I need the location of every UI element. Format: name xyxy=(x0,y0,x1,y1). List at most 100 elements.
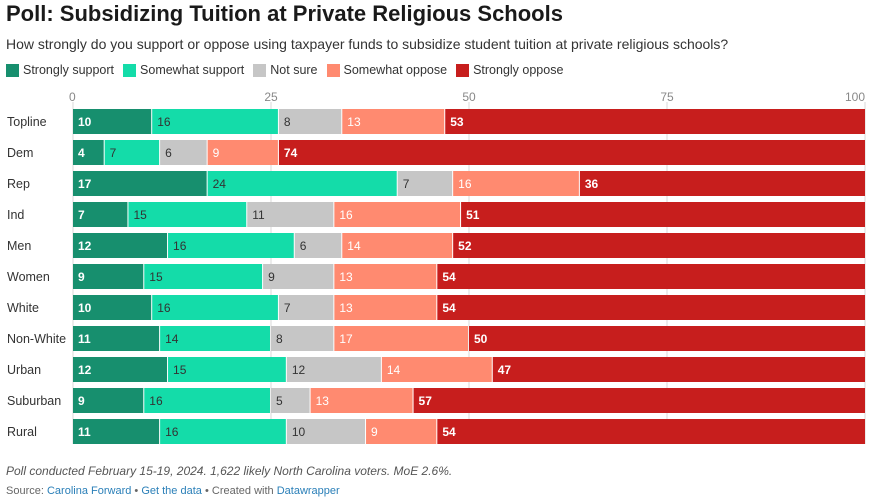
data-label-white-strongly-oppose: 54 xyxy=(442,301,456,315)
legend-swatch-somewhat-support xyxy=(123,63,137,77)
data-label-rural-somewhat-oppose: 9 xyxy=(371,425,378,439)
data-label-urban-not-sure: 12 xyxy=(292,363,306,377)
footer-note: Poll conducted February 15-19, 2024. 1,6… xyxy=(6,464,453,478)
category-label-dem: Dem xyxy=(7,146,33,160)
bar-rural-strongly-oppose xyxy=(437,419,865,444)
data-label-women-not-sure: 9 xyxy=(268,270,275,284)
bar-white-somewhat-support xyxy=(152,295,278,320)
category-label-white: White xyxy=(7,301,39,315)
bar-ind-strongly-oppose xyxy=(461,202,865,227)
get-data-link[interactable]: Get the data xyxy=(141,485,202,497)
data-label-dem-somewhat-support: 7 xyxy=(110,146,117,160)
bar-rep-strongly-oppose xyxy=(579,171,865,196)
legend-label-somewhat-oppose: Somewhat oppose xyxy=(343,63,448,77)
data-label-dem-strongly-oppose: 74 xyxy=(284,146,298,160)
bar-dem-somewhat-oppose xyxy=(207,140,278,165)
bar-women-strongly-oppose xyxy=(437,264,865,289)
data-label-rural-somewhat-support: 16 xyxy=(165,425,179,439)
bar-men-not-sure xyxy=(294,233,342,258)
category-label-suburban: Suburban xyxy=(7,394,61,408)
datawrapper-link[interactable]: Datawrapper xyxy=(276,485,340,497)
data-label-topline-strongly-oppose: 53 xyxy=(450,115,464,129)
bar-non-white-somewhat-support xyxy=(160,326,270,351)
data-label-non-white-strongly-support: 11 xyxy=(78,332,91,346)
data-label-dem-not-sure: 6 xyxy=(165,146,172,160)
bar-ind-not-sure xyxy=(247,202,334,227)
data-label-non-white-somewhat-oppose: 17 xyxy=(339,332,353,346)
data-label-non-white-not-sure: 8 xyxy=(276,332,283,346)
bar-rural-somewhat-oppose xyxy=(366,419,437,444)
data-label-non-white-somewhat-support: 14 xyxy=(165,332,179,346)
category-label-urban: Urban xyxy=(7,363,41,377)
x-tick-label-100: 100 xyxy=(845,90,865,104)
bar-topline-somewhat-oppose xyxy=(342,109,445,134)
separator-dot: • xyxy=(204,485,209,497)
legend-item-somewhat-support: Somewhat support xyxy=(123,63,244,77)
bar-suburban-not-sure xyxy=(271,388,310,413)
bar-non-white-not-sure xyxy=(271,326,334,351)
data-label-non-white-strongly-oppose: 50 xyxy=(474,332,488,346)
legend-item-strongly-oppose: Strongly oppose xyxy=(456,63,563,77)
data-label-dem-somewhat-oppose: 9 xyxy=(213,146,220,160)
bar-dem-not-sure xyxy=(160,140,207,165)
bar-ind-somewhat-support xyxy=(128,202,247,227)
category-label-non-white: Non-White xyxy=(7,332,66,346)
bar-dem-strongly-oppose xyxy=(278,140,865,165)
legend-swatch-not-sure xyxy=(253,63,267,77)
data-label-suburban-not-sure: 5 xyxy=(276,394,283,408)
category-label-women: Women xyxy=(7,270,50,284)
bar-women-somewhat-support xyxy=(144,264,263,289)
bar-rural-not-sure xyxy=(286,419,366,444)
legend-swatch-strongly-oppose xyxy=(456,63,470,77)
bar-dem-strongly-support xyxy=(73,140,104,165)
bar-women-strongly-support xyxy=(73,264,144,289)
bar-men-somewhat-oppose xyxy=(342,233,453,258)
bar-urban-somewhat-oppose xyxy=(381,357,492,382)
category-label-ind: Ind xyxy=(7,208,24,222)
legend-label-somewhat-support: Somewhat support xyxy=(140,63,245,77)
separator-dot: • xyxy=(134,485,139,497)
bar-suburban-strongly-support xyxy=(73,388,144,413)
data-label-ind-strongly-support: 7 xyxy=(78,208,85,222)
data-label-urban-strongly-oppose: 47 xyxy=(498,363,512,377)
data-label-women-somewhat-support: 15 xyxy=(149,270,163,284)
bar-dem-somewhat-support xyxy=(104,140,160,165)
x-tick-label-0: 0 xyxy=(69,90,76,104)
data-label-men-not-sure: 6 xyxy=(300,239,307,253)
data-label-ind-strongly-oppose: 51 xyxy=(466,208,480,222)
legend-swatch-strongly-support xyxy=(6,63,19,77)
data-label-suburban-strongly-oppose: 57 xyxy=(419,394,433,408)
data-label-rural-not-sure: 10 xyxy=(292,425,306,439)
category-label-men: Men xyxy=(7,239,31,253)
data-label-suburban-somewhat-oppose: 13 xyxy=(316,394,330,408)
bar-men-somewhat-support xyxy=(168,233,294,258)
data-label-urban-somewhat-oppose: 14 xyxy=(387,363,401,377)
legend-label-not-sure: Not sure xyxy=(270,63,318,77)
footer-source: Source: Carolina Forward • Get the data … xyxy=(6,485,340,497)
bar-rep-strongly-support xyxy=(73,171,207,196)
data-label-dem-strongly-support: 4 xyxy=(78,146,85,160)
legend-label-strongly-oppose: Strongly oppose xyxy=(473,63,564,77)
bar-urban-strongly-support xyxy=(73,357,168,382)
data-label-rural-strongly-support: 11 xyxy=(78,425,91,439)
bar-topline-somewhat-support xyxy=(152,109,278,134)
bar-rural-strongly-support xyxy=(73,419,160,444)
bar-urban-somewhat-support xyxy=(168,357,286,382)
x-tick-label-50: 50 xyxy=(462,90,476,104)
bar-non-white-strongly-oppose xyxy=(469,326,865,351)
source-link[interactable]: Carolina Forward xyxy=(46,485,132,497)
bar-white-strongly-support xyxy=(73,295,152,320)
x-tick-label-75: 75 xyxy=(660,90,674,104)
data-label-men-strongly-oppose: 52 xyxy=(458,239,472,253)
data-label-suburban-strongly-support: 9 xyxy=(78,394,85,408)
data-label-topline-somewhat-support: 16 xyxy=(157,115,171,129)
bar-suburban-somewhat-support xyxy=(144,388,270,413)
chart-subtitle: How strongly do you support or oppose us… xyxy=(6,36,729,52)
data-label-white-not-sure: 7 xyxy=(284,301,291,315)
data-label-ind-somewhat-support: 15 xyxy=(133,208,147,222)
data-label-urban-somewhat-support: 15 xyxy=(173,363,187,377)
data-label-women-strongly-oppose: 54 xyxy=(442,270,456,284)
bar-rep-somewhat-support xyxy=(207,171,397,196)
data-label-men-strongly-support: 12 xyxy=(78,239,92,253)
